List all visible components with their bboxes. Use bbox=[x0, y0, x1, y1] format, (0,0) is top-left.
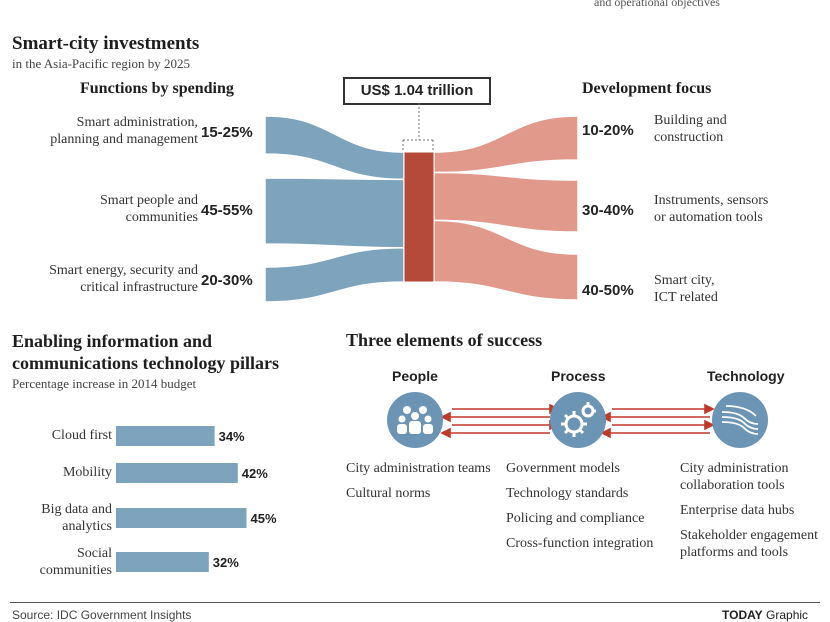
people-heading: People bbox=[392, 368, 438, 384]
footer-credit-rest: Graphic bbox=[762, 608, 809, 622]
pillars-subtitle: Percentage increase in 2014 budget bbox=[12, 376, 197, 391]
technology-list: City administration collaboration tools E… bbox=[680, 460, 828, 569]
process-list: Government models Technology standards Pol… bbox=[506, 460, 676, 560]
people-icon bbox=[387, 392, 443, 448]
sankey-source-flow bbox=[264, 247, 405, 303]
success-item: Stakeholder engagement platforms and too… bbox=[680, 528, 819, 560]
success-item: Cross-function integration bbox=[506, 536, 654, 551]
sankey-target-label: Instruments, sensors or automation tools bbox=[654, 193, 769, 225]
footer-credit-bold: TODAY bbox=[722, 608, 763, 622]
pillar-bar bbox=[116, 426, 215, 446]
footer-credit: TODAY Graphic bbox=[722, 608, 808, 622]
investments-title: Smart-city investments bbox=[12, 33, 200, 54]
sankey-target-range: 40-50% bbox=[582, 282, 634, 299]
success-item: Government models bbox=[506, 461, 620, 476]
total-label: US$ 1.04 trillion bbox=[360, 82, 474, 99]
footer-source: Source: IDC Government Insights bbox=[12, 608, 192, 622]
sankey-left-flows bbox=[264, 115, 405, 303]
total-box: US$ 1.04 trillion bbox=[343, 77, 491, 105]
development-heading: Development focus bbox=[582, 80, 712, 97]
pillar-value-label: 32% bbox=[213, 555, 239, 570]
pillar-bar bbox=[116, 508, 247, 528]
footer-rule bbox=[10, 602, 820, 603]
success-diagram bbox=[387, 392, 768, 448]
pillar-bar bbox=[116, 463, 238, 483]
sankey-source-label: Smart energy, security and critical infra… bbox=[49, 263, 198, 295]
pillars-title-line2: communications technology pillars bbox=[12, 353, 280, 373]
success-item: Technology standards bbox=[506, 486, 629, 501]
people-list: City administration teams Cultural norms bbox=[346, 460, 496, 510]
pillar-value-label: 42% bbox=[242, 466, 268, 481]
sankey-source-flow bbox=[264, 115, 405, 181]
sankey-source-range: 20-30% bbox=[201, 272, 253, 289]
sankey-target-flow bbox=[433, 115, 579, 174]
pillars-title: Enabling information and communications … bbox=[12, 330, 279, 374]
sankey-chart bbox=[264, 103, 579, 303]
functions-heading: Functions by spending bbox=[80, 80, 234, 97]
pillar-value-label: 34% bbox=[219, 429, 245, 444]
sankey-target-flow bbox=[433, 219, 579, 301]
success-title: Three elements of success bbox=[346, 330, 543, 350]
investments-subtitle: in the Asia-Pacific region by 2025 bbox=[12, 56, 190, 71]
process-heading: Process bbox=[551, 368, 606, 384]
sankey-source-label: Smart people and communities bbox=[100, 193, 198, 225]
success-item: Cultural norms bbox=[346, 486, 431, 501]
sankey-target-range: 10-20% bbox=[582, 122, 634, 139]
top-fragment-right: and operational objectives bbox=[594, 0, 720, 9]
sankey-source-range: 15-25% bbox=[201, 124, 253, 141]
sankey-target-range: 30-40% bbox=[582, 202, 634, 219]
success-item: City administration collaboration tools bbox=[680, 461, 789, 493]
sankey-source-range: 45-55% bbox=[201, 202, 253, 219]
sankey-source-label: Smart administration, planning and manage… bbox=[50, 115, 198, 147]
success-item: City administration teams bbox=[346, 461, 491, 476]
sankey-target-label: Building and construction bbox=[654, 113, 727, 145]
technology-heading: Technology bbox=[707, 368, 785, 384]
pillars-title-line1: Enabling information and bbox=[12, 331, 213, 351]
arrows-people-process bbox=[440, 403, 560, 439]
sankey-source-flow bbox=[264, 177, 405, 249]
arrows-process-technology bbox=[600, 403, 715, 439]
success-item: Policing and compliance bbox=[506, 511, 645, 526]
sankey-target-flow bbox=[433, 171, 579, 233]
sankey-center-bar bbox=[403, 151, 435, 283]
pillar-category-label: Mobility bbox=[62, 465, 112, 480]
sankey-target-label: Smart city, ICT related bbox=[654, 273, 718, 305]
gears-icon bbox=[550, 392, 606, 448]
pillar-category-label: Cloud first bbox=[51, 428, 112, 443]
sankey-right-flows bbox=[433, 115, 579, 301]
pillar-category-label: Big data and analytics bbox=[41, 502, 112, 534]
pillar-bar bbox=[116, 552, 209, 572]
pillar-value-label: 45% bbox=[251, 511, 277, 526]
pillar-category-label: Social communities bbox=[39, 546, 112, 578]
sankey-connector bbox=[402, 103, 434, 152]
signal-waves-icon bbox=[712, 392, 768, 448]
success-item: Enterprise data hubs bbox=[680, 503, 795, 518]
pillars-bar-chart: 34% 42% 45% 32% bbox=[116, 426, 277, 572]
